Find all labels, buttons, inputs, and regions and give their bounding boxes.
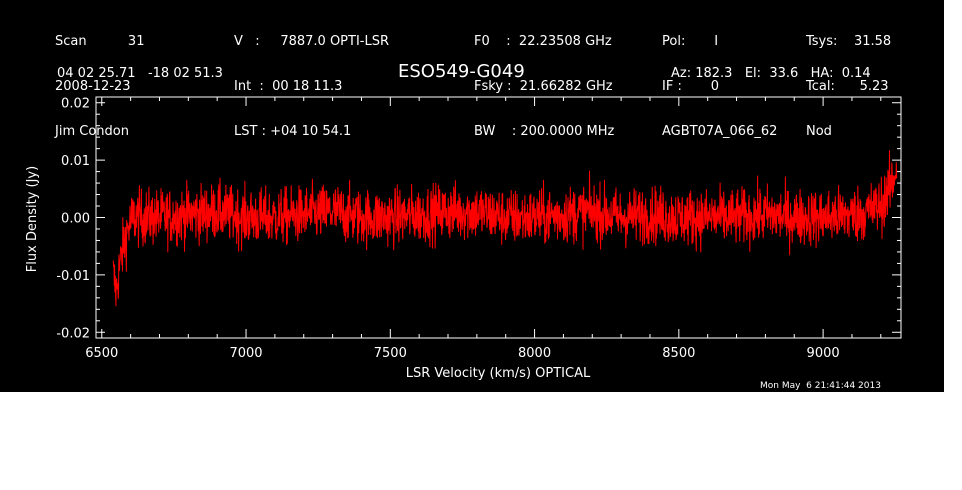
x-tick-label: 7500	[374, 346, 407, 361]
x-axis-label: LSR Velocity (km/s) OPTICAL	[406, 366, 591, 381]
y-tick-label: 0.01	[61, 154, 90, 169]
source-title: ESO549-G049	[398, 61, 525, 82]
y-ticks: -0.02 -0.01 0.00 0.01 0.02	[56, 97, 901, 341]
x-tick-label: 8500	[662, 346, 695, 361]
y-tick-label: -0.01	[56, 269, 90, 284]
header-azel: Az: 182.3 El: 33.6 HA: 0.14	[671, 66, 871, 81]
header-tsys: Tsys: 31.58	[806, 34, 892, 49]
header-coordinates: 04 02 25.71 -18 02 51.3	[57, 66, 223, 81]
header-f0: F0 : 22.23508 GHz	[474, 34, 612, 49]
x-ticks: 6500 7000 7500 8000 8500 9000	[85, 97, 882, 361]
x-tick-label: 7000	[229, 346, 262, 361]
header-date: 2008-12-23	[55, 79, 131, 94]
header-velocity: V : 7887.0 OPTI-LSR	[234, 34, 390, 49]
x-tick-label: 9000	[807, 346, 840, 361]
header-lst: LST : +04 10 54.1	[234, 124, 352, 139]
spectrum-trace	[112, 150, 898, 307]
y-axis-label: Flux Density (Jy)	[25, 166, 40, 272]
x-tick-label: 8000	[518, 346, 551, 361]
header-tcal: Tcal: 5.23	[806, 79, 889, 94]
header-pol-block: Pol: I IF : 0 AGBT07A_066_62	[662, 4, 777, 169]
header-if: IF : 0	[662, 79, 720, 94]
header-integration: Int : 00 18 11.3	[234, 79, 343, 94]
y-tick-label: -0.02	[56, 326, 90, 341]
y-tick-label: 0.02	[61, 97, 90, 112]
header-scan-block: Scan 31 2008-12-23 Jim Condon	[55, 4, 144, 169]
spectrum-chart: 6500 7000 7500 8000 8500 9000 -0.02 -0.01 0.00 0…	[25, 96, 902, 381]
plot-panel: Scan 31 2008-12-23 Jim Condon V : 7887.0…	[0, 0, 944, 392]
plot-timestamp: Mon May 6 21:41:44 2013	[760, 381, 881, 391]
header-observer: Jim Condon	[55, 124, 129, 139]
header-project: AGBT07A_066_62	[662, 124, 778, 139]
header-tsys-block: Tsys: 31.58 Tcal: 5.23 Nod	[806, 4, 891, 169]
header-frequency-block: F0 : 22.23508 GHz Fsky : 21.66282 GHz BW…	[474, 4, 614, 169]
header-fsky: Fsky : 21.66282 GHz	[474, 79, 613, 94]
y-tick-label: 0.00	[61, 212, 90, 227]
header-pol: Pol: I	[662, 34, 719, 49]
header-bandwidth: BW : 200.0000 MHz	[474, 124, 615, 139]
header-scan: Scan 31	[55, 34, 145, 49]
x-tick-label: 6500	[85, 346, 118, 361]
header-velocity-block: V : 7887.0 OPTI-LSR Int : 00 18 11.3 LST…	[234, 4, 389, 169]
header-mode: Nod	[806, 124, 832, 139]
